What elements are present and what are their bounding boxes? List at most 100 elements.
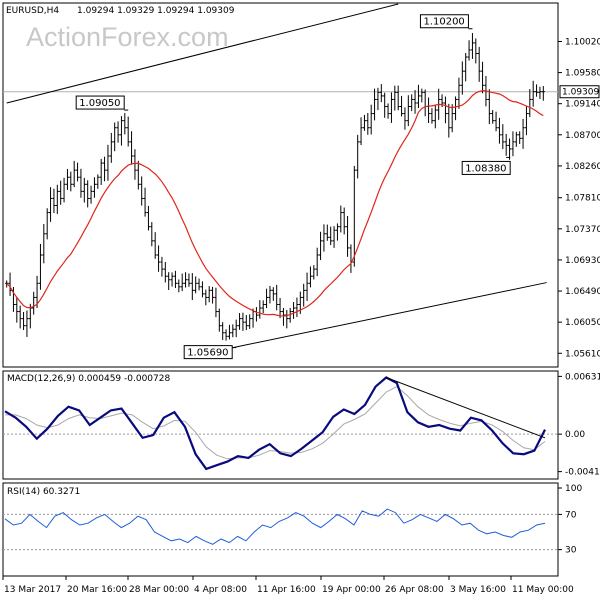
ohlc-bar bbox=[403, 107, 407, 130]
price-y-tick-label: 1.06930 bbox=[565, 256, 600, 266]
ohlc-bar bbox=[231, 324, 235, 338]
ohlc-bar bbox=[15, 296, 19, 323]
ohlc-bar bbox=[187, 273, 191, 287]
ohlc-bar bbox=[224, 329, 228, 341]
ohlc-bar bbox=[116, 121, 120, 143]
ohlc-bar bbox=[65, 168, 70, 190]
x-tick-label: 11 Apr 16:00 bbox=[257, 585, 316, 595]
ohlc-bar bbox=[234, 319, 238, 338]
ohlc-bar bbox=[197, 278, 201, 291]
ohlc-bar bbox=[487, 89, 491, 125]
ohlc-bar bbox=[119, 116, 124, 146]
ohlc-bar bbox=[150, 222, 154, 247]
ohlc-bar bbox=[453, 96, 458, 121]
ohlc-bar bbox=[460, 61, 464, 95]
ohlc-bar bbox=[528, 89, 532, 118]
ohlc-bar bbox=[59, 180, 63, 205]
ohlc-bar bbox=[386, 103, 390, 119]
price-header-symbol: EURUSD,H4 bbox=[6, 6, 59, 16]
ohlc-bar bbox=[329, 226, 333, 246]
ohlc-bar bbox=[18, 305, 22, 329]
ohlc-bar bbox=[305, 272, 309, 302]
rsi-y-tick-label: 100 bbox=[565, 484, 582, 494]
ohlc-bar bbox=[335, 223, 340, 241]
ohlc-bar bbox=[72, 160, 76, 188]
ohlc-bar bbox=[55, 184, 59, 214]
ohlc-bar bbox=[538, 86, 542, 100]
ohlc-bar bbox=[217, 308, 221, 332]
price-y-tick-label: 1.09140 bbox=[565, 100, 600, 110]
ohlc-bar bbox=[430, 108, 434, 124]
ohlc-bar bbox=[25, 310, 29, 337]
ohlc-bar bbox=[170, 272, 174, 287]
ohlc-bar bbox=[541, 86, 545, 101]
ohlc-bar bbox=[123, 112, 127, 135]
macd-y-tick-label: -0.004102 bbox=[565, 468, 600, 478]
price-y-tick-label: 1.09580 bbox=[565, 69, 600, 79]
annotation-label: 1.09050 bbox=[79, 98, 120, 109]
macd-panel-frame bbox=[2, 370, 559, 480]
price-annotation: 1.10200 bbox=[419, 14, 473, 30]
ohlc-bar bbox=[491, 110, 495, 124]
x-tick-label: 3 May 16:00 bbox=[450, 585, 506, 595]
ohlc-bar bbox=[163, 261, 167, 283]
price-y-tick-label: 1.06490 bbox=[565, 287, 600, 297]
ohlc-bar bbox=[156, 245, 161, 272]
ohlc-bar bbox=[204, 289, 208, 306]
ohlc-bar bbox=[480, 61, 485, 94]
x-tick-label: 28 Mar 00:00 bbox=[129, 585, 189, 595]
ohlc-bar bbox=[38, 243, 43, 290]
ohlc-bar bbox=[312, 265, 316, 280]
ohlc-bar bbox=[497, 117, 502, 144]
ohlc-bar bbox=[69, 171, 73, 192]
ohlc-bar bbox=[275, 284, 279, 311]
macd-trendline bbox=[385, 377, 546, 439]
ohlc-bar bbox=[160, 256, 164, 277]
macd-y-tick-label: 0.006319 bbox=[565, 372, 600, 382]
annotation-label: 1.05690 bbox=[187, 348, 228, 359]
ohlc-bar bbox=[126, 116, 130, 147]
ohlc-bar bbox=[288, 307, 292, 323]
price-annotation: 1.08380 bbox=[461, 156, 511, 175]
ohlc-bar bbox=[214, 287, 218, 318]
ohlc-bar bbox=[396, 85, 400, 111]
price-y-tick-label: 1.08260 bbox=[565, 162, 600, 172]
ohlc-bar bbox=[143, 187, 147, 217]
ohlc-bar bbox=[96, 174, 100, 189]
ohlc-bar bbox=[167, 272, 171, 290]
ohlc-bar bbox=[470, 33, 475, 59]
ohlc-bar bbox=[62, 177, 66, 203]
ohlc-bar bbox=[264, 288, 269, 309]
annotation-box bbox=[461, 160, 511, 175]
ohlc-bar bbox=[285, 309, 289, 329]
ohlc-bar bbox=[177, 279, 181, 293]
ohlc-bar bbox=[180, 273, 184, 292]
trendline-2 bbox=[229, 282, 547, 349]
ohlc-bar bbox=[173, 270, 178, 289]
ohlc-bar bbox=[227, 324, 232, 340]
current-price-box bbox=[559, 85, 600, 99]
price-y-tick-label: 1.08700 bbox=[565, 131, 600, 141]
rsi-line bbox=[4, 508, 546, 545]
ohlc-bar bbox=[464, 52, 468, 82]
ohlc-bar bbox=[423, 89, 427, 117]
x-tick-label: 20 Mar 16:00 bbox=[67, 585, 127, 595]
ohlc-bar bbox=[254, 307, 259, 322]
ohlc-bar bbox=[416, 84, 421, 109]
ohlc-bar bbox=[271, 287, 275, 301]
ohlc-bar bbox=[52, 188, 56, 214]
ohlc-bar bbox=[261, 300, 265, 314]
ohlc-bar bbox=[113, 122, 117, 152]
ohlc-bar bbox=[467, 40, 471, 61]
ohlc-bar bbox=[504, 133, 508, 156]
x-tick-label: 13 Mar 2017 bbox=[4, 585, 61, 595]
trendline-1 bbox=[6, 3, 399, 104]
ohlc-bar bbox=[447, 103, 451, 138]
ohlc-bar bbox=[75, 162, 80, 182]
rsi-y-tick-label: 30 bbox=[565, 546, 577, 556]
ohlc-bar bbox=[393, 85, 397, 111]
ohlc-bar bbox=[494, 111, 498, 132]
annotation-label: 1.08380 bbox=[465, 163, 506, 174]
ohlc-bar bbox=[399, 95, 404, 117]
ohlc-bar bbox=[383, 92, 387, 118]
